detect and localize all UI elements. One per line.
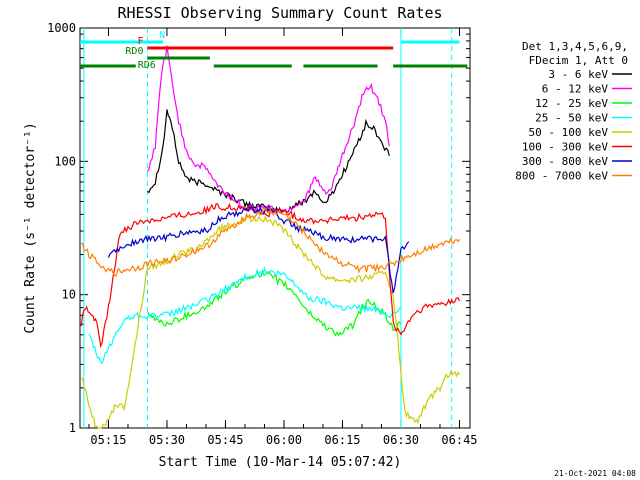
y-tick-label: 1 xyxy=(69,421,76,435)
legend-entry-label: 300 - 800 keV xyxy=(522,155,608,168)
series-line-0 xyxy=(147,109,390,214)
flag-label-F: F xyxy=(137,36,143,47)
series-line-1 xyxy=(146,45,390,214)
y-axis-label: Count Rate (s⁻¹ detector⁻¹) xyxy=(23,122,38,333)
series-line-2 xyxy=(147,269,402,337)
legend-header-1: Det 1,3,4,5,6,9, xyxy=(522,40,628,53)
series-line-4 xyxy=(80,214,461,429)
series-line-5 xyxy=(80,202,461,349)
flag-label-RD0: RD0 xyxy=(125,46,143,57)
legend-entry-label: 25 - 50 keV xyxy=(535,112,608,125)
series-line-3 xyxy=(88,266,402,365)
legend-entry-label: 800 - 7000 keV xyxy=(515,170,608,183)
legend-entry-label: 50 - 100 keV xyxy=(529,126,609,139)
flag-label-N: N xyxy=(159,30,165,41)
x-tick-label: 05:15 xyxy=(90,433,126,447)
flag-label-RD6: RD6 xyxy=(138,60,156,71)
x-axis-label: Start Time (10-Mar-14 05:07:42) xyxy=(159,455,402,470)
x-tick-label: 06:00 xyxy=(266,433,302,447)
plot-border xyxy=(79,27,471,429)
x-tick-label: 05:30 xyxy=(149,433,185,447)
x-axis-ticks: 05:15 05:30 05:45 06:00 06:15 06:30 06:45 xyxy=(88,28,478,447)
legend-entry-label: 12 - 25 keV xyxy=(535,97,608,110)
series-line-6 xyxy=(107,205,410,294)
series-line-7 xyxy=(80,208,460,277)
y-tick-label: 100 xyxy=(54,154,76,168)
data-series xyxy=(80,45,461,429)
x-tick-label: 05:45 xyxy=(207,433,243,447)
y-axis-ticks: 1 10 100 1000 xyxy=(47,21,470,435)
x-tick-label: 06:45 xyxy=(441,433,477,447)
chart-title: RHESSI Observing Summary Count Rates xyxy=(117,4,442,22)
y-tick-label: 1000 xyxy=(47,21,76,35)
legend-entry-label: 100 - 300 keV xyxy=(522,141,608,154)
footer-date: 21-Oct-2021 04:08 xyxy=(554,469,636,478)
legend-entry-label: 6 - 12 keV xyxy=(542,83,609,96)
plot-area xyxy=(79,27,471,429)
time-markers xyxy=(83,28,453,428)
x-tick-label: 06:15 xyxy=(324,433,360,447)
x-tick-label: 06:30 xyxy=(383,433,419,447)
legend-header-2: FDecim 1, Att 0 xyxy=(529,54,628,67)
legend: Det 1,3,4,5,6,9, FDecim 1, Att 0 3 - 6 k… xyxy=(515,40,632,183)
legend-entry-label: 3 - 6 keV xyxy=(548,68,608,81)
y-tick-label: 10 xyxy=(62,288,76,302)
